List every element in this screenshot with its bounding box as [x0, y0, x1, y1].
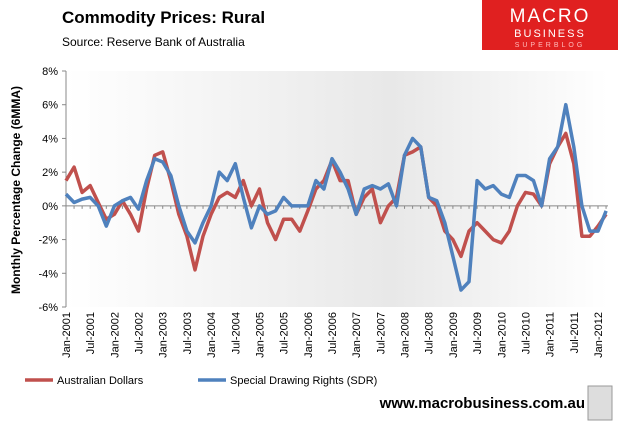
y-tick-label: 8% — [42, 66, 58, 78]
x-tick-label: Jul-2007 — [375, 312, 387, 354]
logo-text: MACRO — [510, 6, 591, 27]
x-tick-label: Jul-2011 — [569, 312, 581, 353]
series-line — [64, 102, 608, 292]
y-tick-label: 2% — [42, 167, 58, 179]
x-tick-label: Jan-2012 — [593, 312, 605, 358]
x-tick-label: Jul-2001 — [85, 312, 97, 354]
x-tick-label: Jan-2001 — [61, 312, 73, 358]
y-axis-label: Monthly Percentage Change (6MMA) — [9, 86, 23, 294]
y-tick-label: 0% — [42, 201, 58, 213]
x-tick-label: Jul-2004 — [230, 312, 242, 354]
x-tick-label: Jul-2008 — [424, 312, 436, 354]
x-tick-label: Jul-2002 — [134, 312, 146, 354]
x-tick-label: Jan-2010 — [496, 312, 508, 358]
logo-icon — [587, 385, 613, 421]
x-tick-label: Jul-2010 — [520, 312, 532, 354]
logo-text: BUSINESS — [514, 28, 586, 40]
chart-subtitle: Source: Reserve Bank of Australia — [62, 35, 245, 49]
x-tick-label: Jan-2011 — [545, 312, 557, 357]
x-tick-label: Jan-2003 — [158, 312, 170, 358]
legend-label: Australian Dollars — [57, 375, 144, 387]
legend-label: Special Drawing Rights (SDR) — [230, 375, 377, 387]
y-tick-label: 6% — [42, 100, 58, 112]
y-tick-label: -2% — [38, 235, 58, 247]
x-tick-label: Jan-2009 — [448, 312, 460, 358]
x-tick-label: Jul-2003 — [182, 312, 194, 354]
x-tick-label: Jan-2002 — [109, 312, 121, 358]
x-tick-label: Jul-2006 — [327, 312, 339, 354]
y-tick-label: -4% — [38, 268, 58, 280]
x-tick-label: Jul-2005 — [279, 312, 291, 354]
series-line — [64, 131, 608, 272]
x-tick-label: Jul-2009 — [472, 312, 484, 354]
y-tick-label: 4% — [42, 133, 58, 145]
website: www.macrobusiness.com.au — [379, 395, 585, 412]
x-tick-label: Jan-2008 — [400, 312, 412, 358]
y-tick-label: -6% — [38, 302, 58, 314]
plot-area — [66, 71, 608, 307]
x-tick-label: Jan-2006 — [303, 312, 315, 358]
logo-box — [482, 0, 618, 50]
logo-text: SUPERBLOG — [515, 42, 586, 49]
x-tick-label: Jan-2004 — [206, 312, 218, 358]
chart-title: Commodity Prices: Rural — [62, 8, 265, 27]
x-tick-label: Jan-2007 — [351, 312, 363, 358]
x-tick-label: Jan-2005 — [254, 312, 266, 358]
